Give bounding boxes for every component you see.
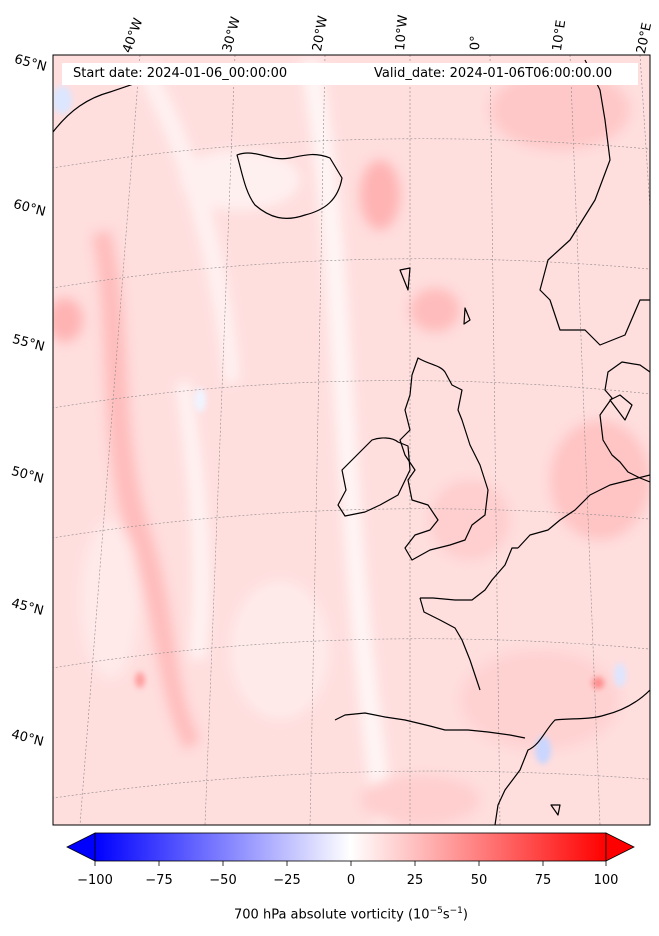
valid-date: Valid_date: 2024-01-06T06:00:00.00 <box>374 66 613 81</box>
lon-label: 10°W <box>393 14 412 52</box>
colorbar-tick-label: 75 <box>534 873 552 888</box>
colorbar-tick-label: 50 <box>470 873 488 888</box>
vorticity-negative-spots <box>53 86 626 764</box>
coastlines <box>53 59 650 825</box>
colorbar-tick-label: −100 <box>77 873 113 888</box>
graticule <box>53 55 650 825</box>
vorticity-field <box>53 55 650 825</box>
colorbar-tick-marks <box>94 861 607 866</box>
colorbar-gradient <box>94 832 607 862</box>
colorbar-label-exponent: −1 <box>449 906 463 916</box>
colorbar-tick-label: −50 <box>209 873 237 888</box>
map-frame <box>52 54 651 826</box>
title-box <box>62 63 638 85</box>
colorbar-label-prefix: 700 hPa absolute vorticity (10 <box>234 907 430 923</box>
colorbar-max-extend <box>605 832 635 862</box>
colorbar-tick-label: −25 <box>273 873 301 888</box>
colorbar-label-unit: s <box>442 907 450 923</box>
colorbar-tick-label: 25 <box>406 873 424 888</box>
colorbar-label-exponent: −5 <box>429 906 443 916</box>
colorbar-tick-label: −75 <box>145 873 173 888</box>
lon-label: 0° <box>468 35 484 51</box>
vorticity-bands <box>53 60 650 825</box>
colorbar <box>66 832 635 866</box>
colorbar-min-extend <box>66 832 96 862</box>
colorbar-label: 700 hPa absolute vorticity (10−5s−1) <box>234 906 468 922</box>
start-date: Start date: 2024-01-06_00:00:00 <box>73 66 288 81</box>
colorbar-tick-label: 100 <box>593 873 619 888</box>
colorbar-tick-label: 0 <box>346 873 356 888</box>
colorbar-label-suffix: ) <box>462 907 468 923</box>
